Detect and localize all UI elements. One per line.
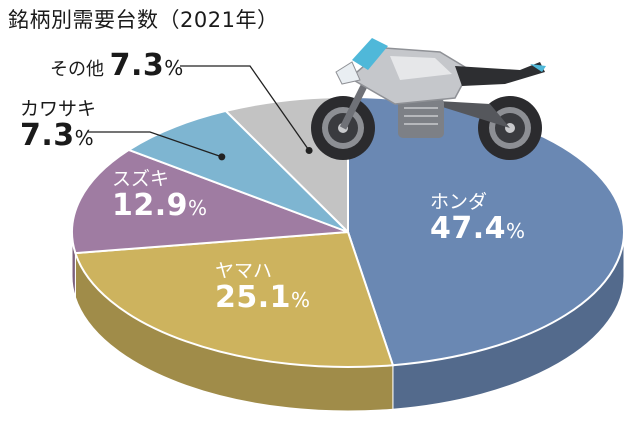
slice-unit-other: % xyxy=(164,56,184,80)
slice-name-other: その他 xyxy=(50,59,104,80)
pie-slice-suzuki xyxy=(71,148,349,255)
slice-name-kawasaki: カワサキ xyxy=(20,98,97,120)
slice-value-kawasaki: 7.3 xyxy=(20,117,75,153)
leader-dot-kawasaki xyxy=(218,153,226,161)
slice-value-other: 7.3 xyxy=(109,48,165,83)
slice-unit-suzuki: % xyxy=(188,195,208,220)
slice-unit-yamaha: % xyxy=(291,287,311,312)
chart-title: 銘柄別需要台数（2021年） xyxy=(8,8,279,32)
leader-line-other xyxy=(180,65,310,151)
slice-label-yamaha: ヤマハ 25.1% xyxy=(215,260,311,315)
slice-name-yamaha: ヤマハ xyxy=(215,260,273,282)
leader-dot-other xyxy=(305,146,313,154)
slice-name-honda: ホンダ xyxy=(430,191,488,213)
motorcycle-illustration xyxy=(311,38,546,160)
slice-label-honda: ホンダ 47.4% xyxy=(430,191,526,246)
slice-label-suzuki: スズキ 12.9% xyxy=(112,168,208,223)
slice-value-honda: 47.4 xyxy=(430,210,507,246)
leader-line-kawasaki xyxy=(88,131,223,158)
slice-label-kawasaki: カワサキ 7.3% xyxy=(20,98,97,153)
slice-label-other: その他 7.3% xyxy=(50,50,183,82)
slice-name-suzuki: スズキ xyxy=(112,168,170,190)
slice-value-suzuki: 12.9 xyxy=(112,187,189,223)
pie-slice-yamaha xyxy=(74,230,395,368)
slice-value-yamaha: 25.1 xyxy=(215,279,292,315)
pie-slice-kawasaki xyxy=(126,109,349,233)
slice-unit-kawasaki: % xyxy=(74,125,94,150)
slice-unit-honda: % xyxy=(506,218,526,243)
